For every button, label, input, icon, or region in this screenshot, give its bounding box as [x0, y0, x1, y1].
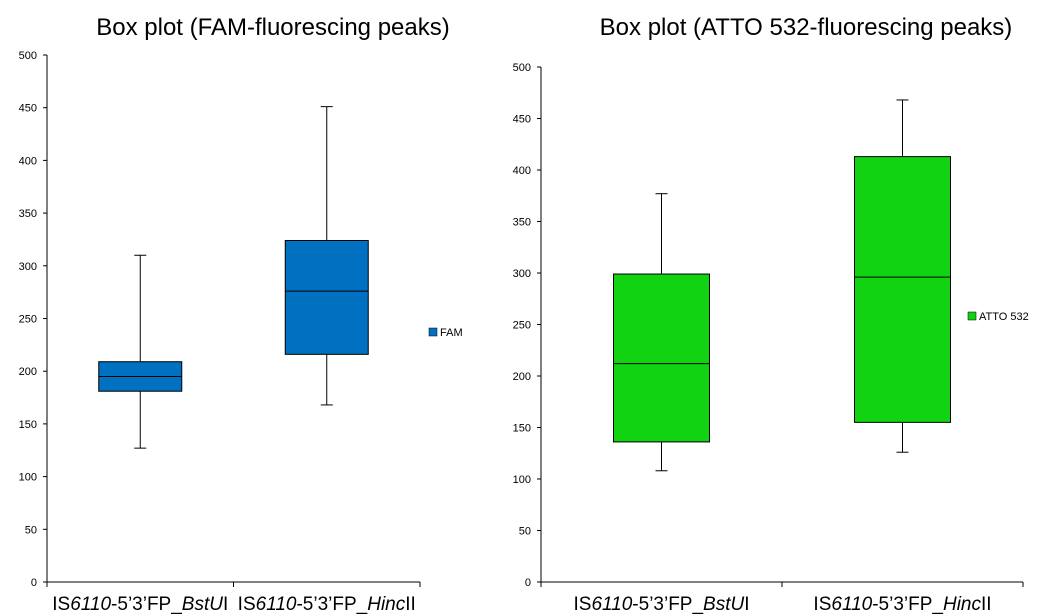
box-1 — [613, 193, 710, 472]
y-tick-label: 300 — [513, 268, 531, 280]
iqr-box — [613, 273, 710, 443]
iqr-box — [854, 156, 951, 423]
box-1 — [98, 254, 183, 449]
chart-1: Box plot (FAM-fluorescing peaks) 0 50 100 15… — [19, 14, 463, 615]
box-2 — [854, 99, 951, 453]
iqr-box — [284, 240, 369, 355]
legend: FAM — [428, 327, 463, 339]
y-tick-label: 0 — [31, 577, 37, 589]
y-tick-label: 200 — [513, 371, 531, 383]
x-category-label: IS6110-5’3’FP_BstUI — [573, 594, 749, 615]
y-tick-label: 100 — [19, 472, 37, 484]
y-tick-label: 150 — [19, 419, 37, 431]
y-tick-label: 450 — [19, 103, 37, 115]
box-2 — [284, 106, 369, 406]
y-tick-label: 500 — [19, 50, 37, 62]
x-category-label: IS6110-5’3’FP_HincII — [238, 594, 416, 615]
y-tick-label: 350 — [513, 217, 531, 229]
legend: ATTO 532 — [967, 311, 1029, 323]
chart-2: Box plot (ATTO 532-fluorescing peaks) 0 50… — [513, 14, 1029, 615]
y-tick-label: 0 — [525, 577, 531, 589]
legend-swatch — [967, 311, 977, 321]
y-tick-label: 400 — [513, 165, 531, 177]
y-tick-label: 300 — [19, 261, 37, 273]
legend-swatch — [428, 327, 438, 337]
y-tick-label: 250 — [513, 320, 531, 332]
x-category-label: IS6110-5’3’FP_BstUI — [52, 594, 228, 615]
y-tick-label: 450 — [513, 114, 531, 126]
chart-title: Box plot (ATTO 532-fluorescing peaks) — [600, 14, 1013, 41]
y-tick-label: 200 — [19, 366, 37, 378]
y-tick-label: 350 — [19, 208, 37, 220]
x-category-label: IS6110-5’3’FP_HincII — [813, 594, 991, 615]
y-tick-label: 50 — [519, 526, 531, 538]
y-tick-label: 250 — [19, 314, 37, 326]
y-tick-label: 400 — [19, 155, 37, 167]
y-tick-label: 150 — [513, 423, 531, 435]
chart-title: Box plot (FAM-fluorescing peaks) — [96, 14, 449, 41]
legend-label: ATTO 532 — [979, 311, 1029, 323]
y-tick-label: 500 — [513, 62, 531, 74]
y-tick-label: 50 — [25, 524, 37, 536]
legend-label: FAM — [440, 327, 463, 339]
y-tick-label: 100 — [513, 474, 531, 486]
